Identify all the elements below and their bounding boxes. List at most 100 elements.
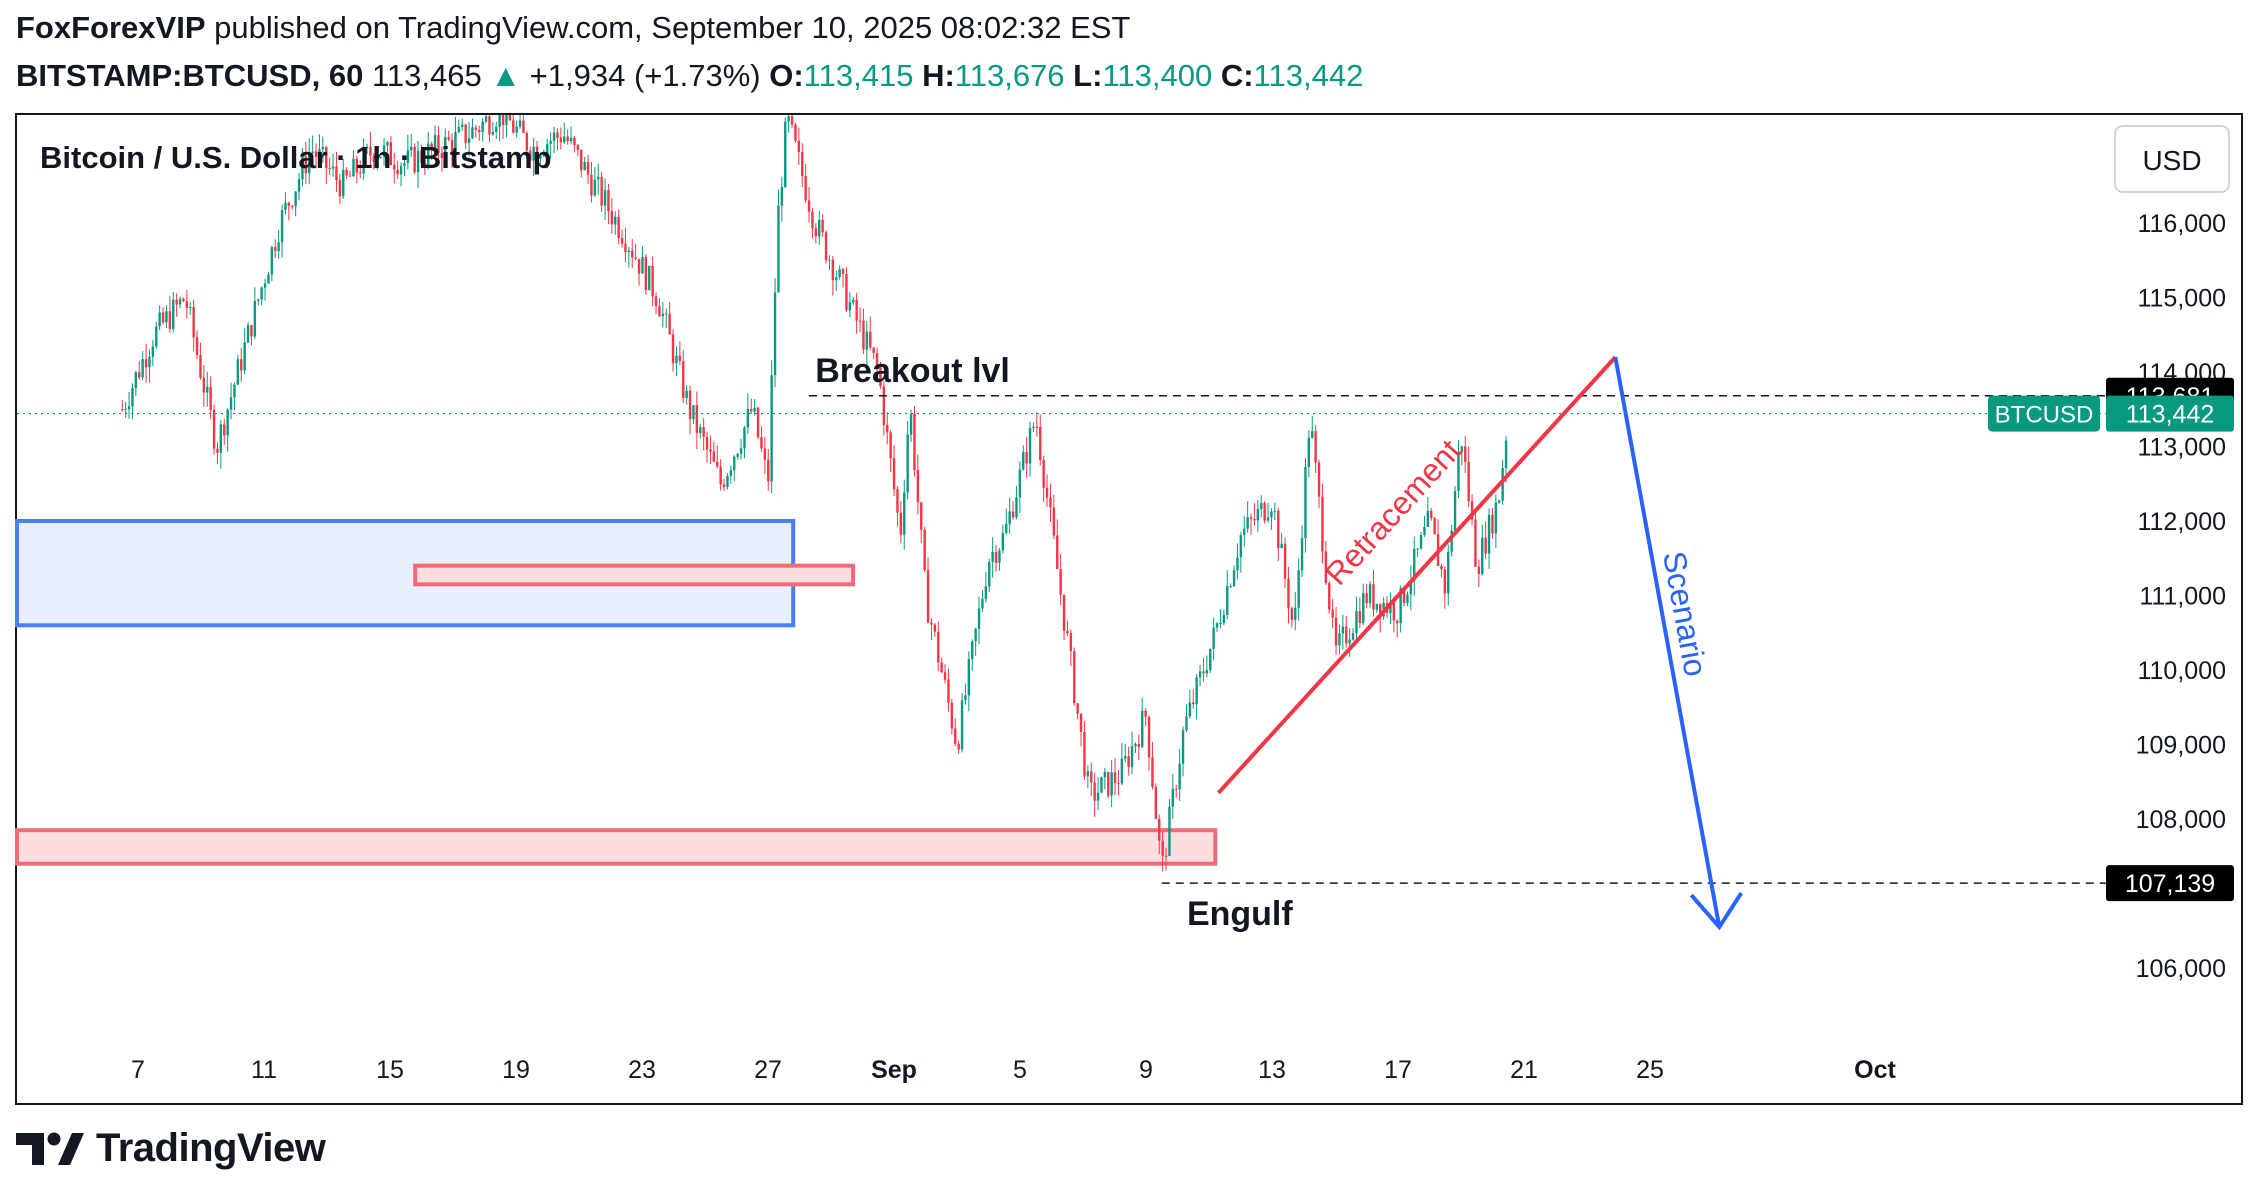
x-tick-label: 19 [502, 1056, 530, 1084]
candle-body [1317, 462, 1321, 497]
candle [658, 298, 661, 317]
candle [671, 329, 675, 372]
candle-body [1328, 583, 1331, 610]
candle [1477, 559, 1481, 587]
candle [1273, 502, 1277, 520]
candle [957, 740, 960, 755]
candle [634, 243, 637, 261]
candle-body [440, 153, 444, 159]
candle-body [389, 142, 393, 166]
tradingview-logo[interactable]: TradingView [16, 1126, 326, 1171]
symbol-label[interactable]: BITSTAMP:BTCUSD, 60 [16, 58, 364, 93]
candle-body [593, 179, 597, 196]
candle-body [355, 158, 359, 173]
candle [1113, 757, 1117, 796]
candle-body [498, 115, 501, 127]
candle [1294, 591, 1297, 630]
candle-body [372, 155, 376, 162]
candle-body [1365, 593, 1368, 604]
candle [257, 298, 260, 306]
candle [321, 136, 325, 163]
currency-button-box[interactable] [2114, 125, 2230, 193]
candle [185, 290, 189, 319]
candle [1447, 544, 1450, 606]
candle [943, 664, 947, 684]
candle-body [1392, 602, 1396, 621]
candle [1321, 483, 1324, 564]
candle-body [1304, 466, 1307, 539]
candle [886, 412, 889, 445]
candle [767, 449, 770, 491]
scenario-line[interactable] [1613, 356, 1722, 928]
candle [1178, 749, 1181, 801]
candle [1205, 655, 1209, 678]
candle-body [576, 145, 580, 150]
candle [801, 143, 804, 188]
candle [855, 292, 858, 334]
currency-button-label[interactable]: USD [2142, 145, 2201, 176]
candle [226, 408, 229, 452]
candle [750, 398, 753, 414]
candle-body [1300, 538, 1304, 571]
candle-body [943, 672, 947, 680]
candle [892, 445, 896, 497]
candle [297, 173, 301, 201]
candle-body [835, 277, 838, 281]
candle [869, 316, 872, 351]
candle-body [566, 136, 569, 141]
breakout-level-label: Breakout lvl [815, 352, 1010, 390]
engulf-level-label: Engulf [1187, 895, 1293, 933]
candle [712, 441, 716, 463]
candle-body [1107, 771, 1110, 796]
candle [124, 401, 127, 418]
candle [1052, 494, 1056, 540]
candle [1491, 507, 1494, 539]
candle-body [308, 153, 311, 174]
author-name[interactable]: FoxForexVIP [16, 10, 206, 45]
candle [134, 370, 138, 397]
candle-body [304, 156, 308, 174]
candle-body [484, 116, 488, 122]
candle [807, 186, 811, 223]
candle [481, 118, 484, 142]
candle-body [515, 126, 518, 133]
candle-body [1277, 510, 1280, 549]
candle [1263, 501, 1266, 524]
candle-body [675, 355, 678, 364]
candle-body [586, 161, 590, 175]
candle-body [892, 458, 896, 490]
candle [464, 123, 467, 149]
currency-button[interactable]: USD [2114, 125, 2230, 193]
candle-body [1028, 428, 1032, 464]
candle [848, 291, 852, 318]
candle [535, 140, 539, 161]
candle [1270, 508, 1273, 530]
candle-body [1389, 602, 1392, 614]
publish-line: FoxForexVIP published on TradingView.com… [16, 10, 1130, 46]
candle-body [1093, 782, 1096, 801]
candle-body [240, 359, 243, 371]
candle [1311, 416, 1314, 440]
retracement-line[interactable] [1216, 355, 1617, 795]
candle-body [243, 342, 246, 371]
candle-body [525, 133, 529, 151]
candle [1195, 674, 1198, 720]
candle-body [396, 169, 399, 175]
candle-body [430, 143, 433, 149]
candle [1022, 445, 1025, 471]
price-badge-box [2106, 865, 2234, 902]
candle [525, 131, 529, 157]
candle-body [158, 312, 161, 327]
candle-body [654, 296, 658, 307]
candle [974, 627, 977, 656]
candle [440, 146, 444, 172]
price-badge-value: 107,139 [2125, 870, 2215, 898]
candle-body [138, 372, 141, 378]
x-tick-label: 5 [1013, 1056, 1027, 1084]
candle-body [1181, 730, 1185, 764]
candle [903, 479, 906, 550]
candle-body [923, 529, 926, 571]
candle-body [617, 216, 620, 239]
candle-body [192, 306, 195, 338]
